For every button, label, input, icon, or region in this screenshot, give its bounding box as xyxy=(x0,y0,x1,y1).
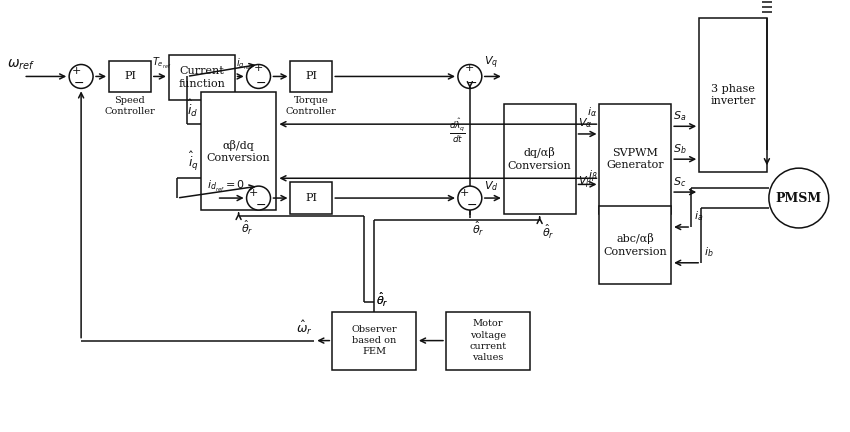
FancyBboxPatch shape xyxy=(599,105,672,214)
Text: $S_b$: $S_b$ xyxy=(673,143,687,156)
Text: $\hat{\theta}_r$: $\hat{\theta}_r$ xyxy=(472,220,484,238)
FancyBboxPatch shape xyxy=(291,182,332,214)
Text: 3 phase
inverter: 3 phase inverter xyxy=(711,84,756,106)
Text: $S_c$: $S_c$ xyxy=(673,175,687,189)
Circle shape xyxy=(69,64,93,89)
Text: −: − xyxy=(467,77,477,90)
Text: $\hat{\theta}_r$: $\hat{\theta}_r$ xyxy=(377,290,388,309)
Text: $\frac{d\hat{\lambda}_q}{dt}$: $\frac{d\hat{\lambda}_q}{dt}$ xyxy=(449,117,466,146)
Text: Motor
voltage
current
values: Motor voltage current values xyxy=(469,319,507,362)
Text: $V_\alpha$: $V_\alpha$ xyxy=(577,116,592,130)
Text: $\hat{\theta}_r$: $\hat{\theta}_r$ xyxy=(241,219,253,237)
Text: $V_\beta$: $V_\beta$ xyxy=(577,175,592,191)
FancyBboxPatch shape xyxy=(201,92,276,210)
Text: −: − xyxy=(255,199,266,212)
Text: −: − xyxy=(255,77,266,90)
Circle shape xyxy=(246,64,270,89)
Text: $i_\alpha$: $i_\alpha$ xyxy=(587,105,598,119)
FancyBboxPatch shape xyxy=(504,105,575,214)
Text: −: − xyxy=(74,77,84,90)
Text: $\omega_{ref}$: $\omega_{ref}$ xyxy=(8,58,36,73)
Text: Observer
based on
FEM: Observer based on FEM xyxy=(351,325,397,356)
Text: $i_{d_{ref}}=0$: $i_{d_{ref}}=0$ xyxy=(207,179,245,194)
Text: PI: PI xyxy=(305,193,317,203)
Text: $V_q$: $V_q$ xyxy=(484,55,498,71)
Text: $\hat{i}_d$: $\hat{i}_d$ xyxy=(187,98,199,119)
Circle shape xyxy=(769,168,829,228)
FancyBboxPatch shape xyxy=(446,312,530,369)
FancyBboxPatch shape xyxy=(109,60,151,92)
Text: $S_a$: $S_a$ xyxy=(673,109,687,123)
Text: −: − xyxy=(467,199,477,212)
Text: αβ/dq
Conversion: αβ/dq Conversion xyxy=(207,140,270,163)
Text: $T_{e_{ref}}$: $T_{e_{ref}}$ xyxy=(152,57,171,71)
FancyBboxPatch shape xyxy=(291,60,332,92)
Text: +: + xyxy=(71,67,81,76)
FancyBboxPatch shape xyxy=(699,18,767,172)
Text: $\hat{\theta}_r$: $\hat{\theta}_r$ xyxy=(541,223,554,241)
Text: +: + xyxy=(249,188,258,198)
Circle shape xyxy=(246,186,270,210)
Text: +: + xyxy=(254,64,264,73)
Text: +: + xyxy=(465,64,474,73)
Text: $V_d$: $V_d$ xyxy=(484,179,498,193)
Text: PMSM: PMSM xyxy=(776,191,822,205)
Circle shape xyxy=(458,64,482,89)
Text: dq/αβ
Conversion: dq/αβ Conversion xyxy=(507,147,571,171)
Text: PI: PI xyxy=(305,71,317,82)
Circle shape xyxy=(458,186,482,210)
Text: $\hat{\theta}_r$: $\hat{\theta}_r$ xyxy=(377,290,388,309)
Text: Torque
Controller: Torque Controller xyxy=(286,96,337,116)
Text: $i_a$: $i_a$ xyxy=(694,209,704,223)
FancyBboxPatch shape xyxy=(599,206,672,284)
FancyBboxPatch shape xyxy=(332,312,416,369)
Text: SVPWM
Generator: SVPWM Generator xyxy=(607,148,664,170)
Text: $i_\beta$: $i_\beta$ xyxy=(587,169,598,185)
Text: $i_b$: $i_b$ xyxy=(704,245,714,259)
Text: abc/αβ
Conversion: abc/αβ Conversion xyxy=(604,233,667,257)
Text: Current
function: Current function xyxy=(178,66,225,89)
Text: $\hat{\omega}_r$: $\hat{\omega}_r$ xyxy=(296,318,312,337)
Text: $\hat{i}_q$: $\hat{i}_q$ xyxy=(188,150,199,173)
Text: +: + xyxy=(460,188,469,198)
Text: PI: PI xyxy=(124,71,136,82)
Text: $i_{q_{ref}}$: $i_{q_{ref}}$ xyxy=(235,57,252,71)
FancyBboxPatch shape xyxy=(169,54,235,100)
Text: Speed
Controller: Speed Controller xyxy=(105,96,156,116)
